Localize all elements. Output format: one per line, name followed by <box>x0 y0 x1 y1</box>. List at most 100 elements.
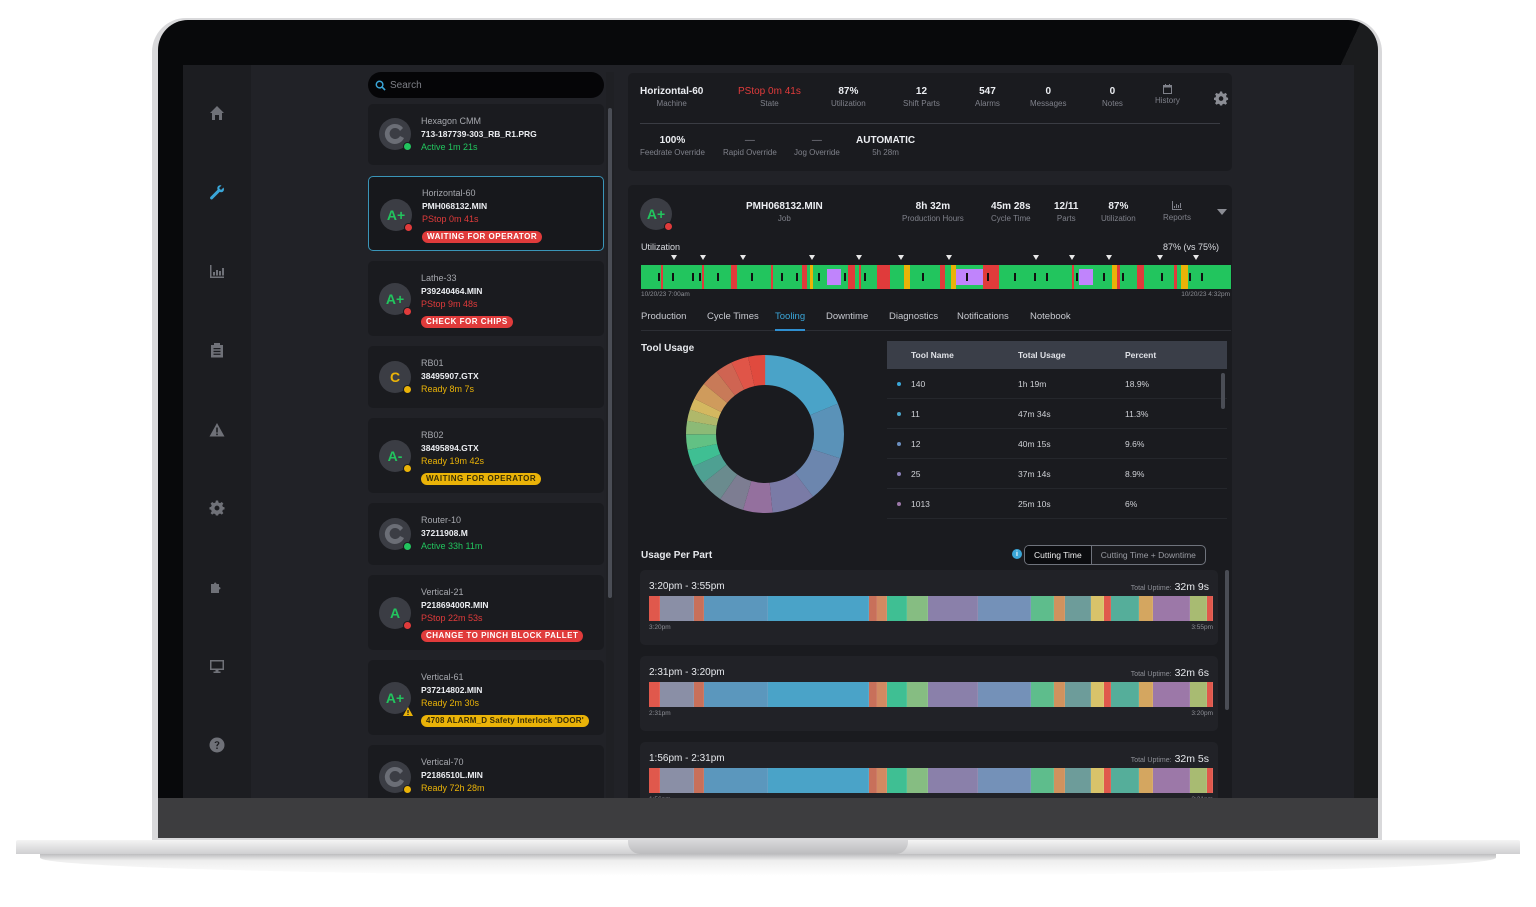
table-row[interactable]: 1013 25m 10s 6% <box>887 489 1227 519</box>
sidebar-item-reports[interactable] <box>205 259 229 283</box>
status-badge: CHANGE TO PINCH BLOCK PALLET <box>421 630 584 642</box>
machine-card-vertical-61[interactable]: A+ Vertical-61 P37214802.MIN Ready 2m 30… <box>368 660 604 735</box>
table-scrollbar[interactable] <box>1221 373 1225 409</box>
machine-card-vertical-21[interactable]: A Vertical-21 P21869400R.MIN PStop 22m 5… <box>368 575 604 650</box>
tool-usage-bar[interactable] <box>649 768 1213 793</box>
stat-alarms[interactable]: 547 Alarms <box>975 86 1000 108</box>
event-marker[interactable] <box>1106 255 1112 260</box>
tool-usage-bar[interactable] <box>649 596 1213 621</box>
event-marker[interactable] <box>946 255 952 260</box>
event-marker[interactable] <box>740 255 746 260</box>
machine-card-hexagon-cmm[interactable]: Hexagon CMM 713-187739-303_RB_R1.PRG Act… <box>368 104 604 165</box>
machine-program: P39240464.MIN <box>421 286 483 296</box>
stat-notes[interactable]: 0 Notes <box>1102 86 1123 108</box>
machine-name: Vertical-21 <box>421 587 464 597</box>
machine-name: Horizontal-60 <box>422 188 476 198</box>
puzzle-icon <box>211 582 221 593</box>
machine-program: PMH068132.MIN <box>422 201 488 211</box>
part-usage-card[interactable]: 2:31pm - 3:20pm Total Uptime: 32m 6s 2:31… <box>640 656 1218 731</box>
avatar: C <box>379 361 412 394</box>
status-badge: WAITING FOR OPERATOR <box>421 473 542 485</box>
stat-utilization: 87% Utilization <box>831 86 866 108</box>
utilization-label: Utilization <box>641 242 681 252</box>
event-marker[interactable] <box>898 255 904 260</box>
tab-diagnostics[interactable]: Diagnostics <box>889 311 939 322</box>
event-marker[interactable] <box>856 255 862 260</box>
gear-icon[interactable] <box>1214 91 1229 106</box>
calendar-icon <box>1162 84 1172 94</box>
event-marker[interactable] <box>1157 255 1163 260</box>
event-marker[interactable] <box>809 255 815 260</box>
sidebar-item-help[interactable] <box>205 733 229 757</box>
machine-header-panel: Horizontal-60 Machine PStop 0m 41s State… <box>628 73 1232 171</box>
machine-state: Active 33h 11m <box>421 541 483 551</box>
event-marker[interactable] <box>1193 255 1199 260</box>
event-marker[interactable] <box>700 255 706 260</box>
tool-usage-donut-chart[interactable] <box>686 355 844 513</box>
status-dot <box>664 222 673 231</box>
table-row[interactable]: 25 37m 14s 8.9% <box>887 459 1227 489</box>
sidebar-item-machines[interactable] <box>205 180 229 204</box>
machine-name: Vertical-61 <box>421 672 464 682</box>
sidebar-item-integrations[interactable] <box>205 575 229 599</box>
history-button[interactable]: History <box>1155 84 1180 107</box>
tab-notifications[interactable]: Notifications <box>957 311 1009 322</box>
info-icon[interactable]: i <box>1012 549 1022 559</box>
avatar <box>379 518 412 551</box>
machine-list-scrollbar[interactable] <box>608 108 612 598</box>
clipboard-icon <box>211 343 223 358</box>
machine-card-router-10[interactable]: Router-10 37211908.M Active 33h 11m <box>368 503 604 565</box>
utilization-timeline[interactable] <box>641 265 1231 289</box>
sidebar-item-checklist[interactable] <box>205 338 229 362</box>
machine-program: 38495907.GTX <box>421 371 479 381</box>
grade: A+ <box>385 690 405 706</box>
machine-state: Active 1m 21s <box>421 142 478 152</box>
sidebar-item-alerts[interactable] <box>205 418 229 442</box>
search-box[interactable] <box>368 72 604 98</box>
tool-usage-bar[interactable] <box>649 682 1213 707</box>
tab-notebook[interactable]: Notebook <box>1030 311 1071 322</box>
stat-messages[interactable]: 0 Messages <box>1030 86 1067 108</box>
status-dot <box>403 542 412 551</box>
table-row[interactable]: 12 40m 15s 9.6% <box>887 429 1227 459</box>
part-usage-card[interactable]: 3:20pm - 3:55pm Total Uptime: 32m 9s 3:20… <box>640 570 1218 645</box>
status-dot <box>403 785 412 794</box>
status-dot <box>403 142 412 151</box>
machine-state: Ready 19m 42s <box>421 456 485 466</box>
sidebar-item-settings[interactable] <box>205 496 229 520</box>
parts-scrollbar[interactable] <box>1225 570 1229 710</box>
expand-chevron-icon[interactable] <box>1217 209 1227 215</box>
event-marker[interactable] <box>1069 255 1075 260</box>
stat-job: PMH068132.MIN Job <box>746 201 823 223</box>
toggle-cutting-time[interactable]: Cutting Time <box>1025 546 1092 564</box>
tab-downtime[interactable]: Downtime <box>826 311 869 322</box>
reports-button[interactable]: Reports <box>1163 200 1191 224</box>
table-row[interactable]: 140 1h 19m 18.9% <box>887 369 1227 399</box>
machine-card-vertical-70[interactable]: Vertical-70 P2186510L.MIN Ready 72h 28m <box>368 745 604 798</box>
status-badge: 4708 ALARM_D Safety Interlock 'DOOR' <box>421 715 589 727</box>
search-input[interactable] <box>390 79 590 91</box>
machine-card-lathe-33[interactable]: A+ Lathe-33 P39240464.MIN PStop 9m 48s C… <box>368 261 604 336</box>
part-usage-card[interactable]: 1:56pm - 2:31pm Total Uptime:32m 5s 1:56… <box>640 742 1218 798</box>
avatar: A+ <box>380 199 413 232</box>
tab-tooling[interactable]: Tooling <box>775 311 806 331</box>
machine-card-horizontal-60[interactable]: A+ Horizontal-60 PMH068132.MIN PStop 0m … <box>368 176 604 251</box>
event-marker[interactable] <box>1033 255 1039 260</box>
job-grade-avatar: A+ <box>640 198 673 231</box>
toggle-cutting-time-downtime[interactable]: Cutting Time + Downtime <box>1100 550 1196 560</box>
status-dot <box>403 385 412 394</box>
table-row[interactable]: 11 47m 34s 11.3% <box>887 399 1227 429</box>
sidebar-item-home[interactable] <box>205 101 229 125</box>
sidebar-item-display[interactable] <box>205 654 229 678</box>
tab-cycle-times[interactable]: Cycle Times <box>707 311 759 322</box>
divider <box>640 123 1220 124</box>
machine-card-rb02[interactable]: A- RB02 38495894.GTX Ready 19m 42s WAITI… <box>368 418 604 493</box>
gear-icon <box>209 500 225 516</box>
machine-card-rb01[interactable]: C RB01 38495907.GTX Ready 8m 7s <box>368 346 604 408</box>
tab-production[interactable]: Production <box>641 311 687 322</box>
table-header: Tool Name Total Usage Percent <box>887 341 1227 369</box>
event-marker[interactable] <box>671 255 677 260</box>
job-tabs: Production Cycle Times Tooling Downtime … <box>641 309 1231 331</box>
report-icon <box>1172 201 1182 210</box>
